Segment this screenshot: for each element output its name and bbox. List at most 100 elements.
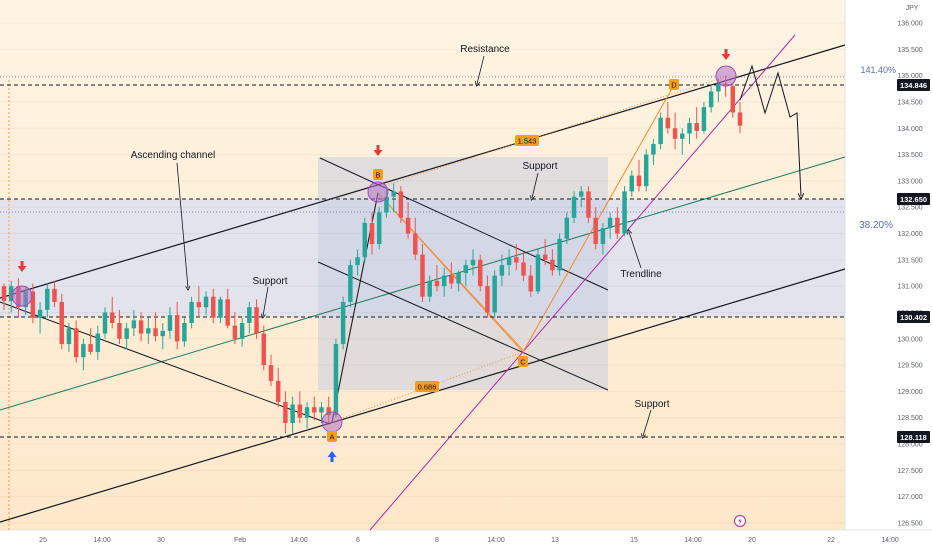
candle-down [312, 407, 317, 413]
candle-up [579, 191, 584, 197]
price-box-128118: 128.118 [897, 431, 930, 443]
candle-up [470, 259, 476, 266]
candle-down [737, 112, 743, 126]
x-tick-label: 14:00 [290, 537, 308, 544]
projection-path [739, 64, 801, 196]
candle-down [521, 262, 526, 276]
x-tick-label: 14:00 [487, 537, 505, 544]
y-tick-label: 135.500 [897, 47, 922, 54]
candle-down [109, 312, 115, 323]
support-label-3: Support [634, 399, 669, 410]
point-label-d: D [669, 79, 679, 90]
candle-up [8, 286, 14, 301]
candle-down [550, 259, 555, 271]
candle-down [52, 288, 57, 302]
candle-up [564, 217, 570, 239]
svg-text:0.686: 0.686 [418, 383, 437, 392]
support-label-1: Support [252, 276, 287, 287]
support-leader-3 [643, 409, 652, 436]
y-tick-label: 130.000 [897, 336, 922, 343]
candle-up [701, 107, 707, 131]
candle-up [37, 309, 43, 318]
c-fall-line-1 [377, 192, 524, 351]
candle-up [167, 315, 173, 331]
lightning-icon[interactable] [734, 515, 746, 527]
fib-1414-label: 141.40% [860, 65, 896, 75]
candle-up [95, 333, 101, 352]
candle-down [636, 175, 642, 187]
currency-label: JPY [906, 5, 919, 12]
candle-down [254, 307, 259, 334]
channel-upper-line [0, 44, 846, 299]
x-axis: 25 14:00 30 Feb 14:00 6 8 14:00 13 15 14:00 20 22 14:… [39, 537, 899, 544]
candle-down [434, 280, 440, 287]
descending-line-3 [317, 261, 609, 391]
candle-up [535, 254, 541, 292]
candle-down [30, 291, 36, 318]
candle-up [81, 344, 86, 358]
svg-text:130.402: 130.402 [900, 313, 927, 322]
x-tick-label: 6 [356, 537, 360, 544]
price-box-132650: 132.650 [897, 193, 930, 205]
candle-down [153, 328, 158, 337]
x-tick-label: 30 [157, 537, 165, 544]
candle-down [586, 191, 591, 218]
x-tick-label: Feb [234, 537, 246, 544]
candle-down [196, 301, 202, 308]
arrow-up-icon [327, 451, 337, 462]
price-box-134846: 134.846 [897, 79, 930, 91]
candle-down [283, 401, 288, 423]
x-tick-label: 15 [630, 537, 638, 544]
svg-text:C: C [520, 358, 526, 367]
resistance-label: Resistance [460, 44, 510, 55]
pivot-circle-d[interactable] [715, 65, 737, 87]
y-tick-label: 131.500 [897, 257, 922, 264]
y-tick-label: 133.500 [897, 152, 922, 159]
candle-up [651, 144, 656, 155]
y-tick-label: 132.500 [897, 205, 922, 212]
candle-up [384, 196, 389, 213]
candle-up [716, 83, 721, 92]
pivot-circle-b[interactable] [367, 181, 389, 203]
candle-down [694, 123, 699, 131]
candle-up [427, 280, 432, 297]
candle-up [131, 320, 137, 329]
svg-text:A: A [329, 433, 334, 442]
candle-up [492, 275, 497, 313]
candle-up [391, 191, 396, 197]
x-tick-label: 14:00 [684, 537, 702, 544]
candle-up [362, 223, 368, 258]
y-tick-label: 135.000 [897, 73, 922, 80]
candle-up [571, 196, 577, 218]
candle-down [117, 323, 122, 339]
candle-up [355, 257, 360, 266]
svg-text:128.118: 128.118 [900, 433, 927, 442]
candle-up [45, 288, 50, 310]
candle-up [124, 328, 129, 339]
point-label-b: B [373, 169, 383, 180]
y-tick-label: 134.500 [897, 99, 922, 106]
point-label-a: A [327, 431, 337, 442]
point-label-c: C [518, 356, 528, 367]
candle-up [290, 404, 295, 423]
candle-up [189, 301, 194, 323]
candle-up [643, 154, 649, 187]
ratio-label-0686: 0.686 [415, 381, 439, 392]
candle-up [247, 307, 252, 323]
arrow-down-icon [17, 261, 27, 272]
pivot-circle-a[interactable] [321, 411, 343, 433]
candle-down [138, 320, 144, 334]
fib-382-label: 38.20% [859, 220, 893, 231]
trendline [369, 34, 796, 531]
candle-up [622, 191, 627, 234]
candle-up [333, 344, 339, 416]
candle-down [73, 328, 79, 358]
pivot-circle-left[interactable] [11, 285, 33, 307]
support-leader-1 [263, 286, 269, 316]
resistance-dotted-line [379, 75, 729, 188]
candle-up [348, 265, 353, 302]
candle-up [102, 312, 108, 334]
candle-up [629, 175, 635, 192]
candle-down [542, 254, 548, 260]
